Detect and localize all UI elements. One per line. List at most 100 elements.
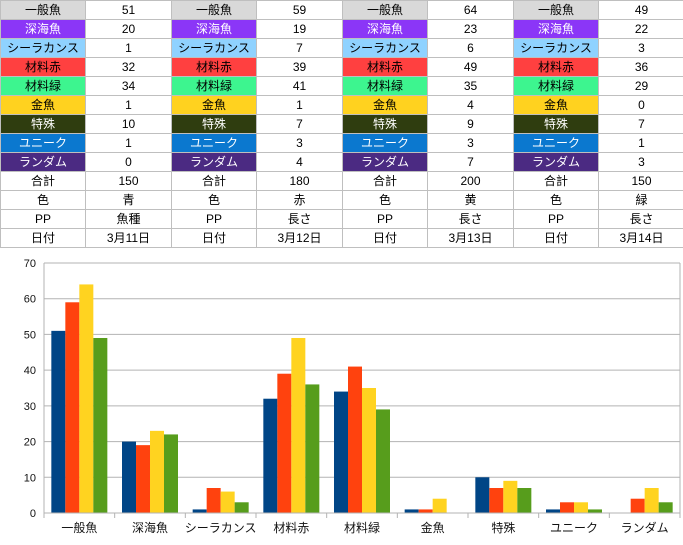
row-label-cell[interactable]: 材料赤 [342,57,428,77]
row-label-cell[interactable]: 一般魚 [342,0,428,20]
value-cell[interactable]: 3月12日 [256,228,343,248]
row-label-cell[interactable]: ランダム [0,152,86,172]
row-label-cell[interactable]: 材料緑 [0,76,86,96]
value-cell[interactable]: 1 [85,133,172,153]
value-cell[interactable]: 1 [85,38,172,58]
row-label-cell[interactable]: 金魚 [171,95,257,115]
value-cell[interactable]: 59 [256,0,343,20]
value-cell[interactable]: 36 [598,57,683,77]
row-label-cell[interactable]: 日付 [513,228,599,248]
row-label-cell[interactable]: 特殊 [513,114,599,134]
row-label-cell[interactable]: 材料赤 [0,57,86,77]
row-label-cell[interactable]: シーラカンス [171,38,257,58]
row-label-cell[interactable]: 色 [513,190,599,210]
value-cell[interactable]: 1 [85,95,172,115]
value-cell[interactable]: 51 [85,0,172,20]
value-cell[interactable]: 長さ [256,209,343,229]
row-label-cell[interactable]: ユニーク [513,133,599,153]
row-label-cell[interactable]: 深海魚 [342,19,428,39]
row-label-cell[interactable]: 深海魚 [0,19,86,39]
row-label-cell[interactable]: PP [342,209,428,229]
row-label-cell[interactable]: ユニーク [342,133,428,153]
value-cell[interactable]: 3 [598,152,683,172]
row-label-cell[interactable]: 材料緑 [513,76,599,96]
value-cell[interactable]: 1 [598,133,683,153]
row-label-cell[interactable]: PP [513,209,599,229]
value-cell[interactable]: 49 [598,0,683,20]
row-label-cell[interactable]: 日付 [0,228,86,248]
value-cell[interactable]: 150 [598,171,683,191]
row-label-cell[interactable]: シーラカンス [513,38,599,58]
row-label-cell[interactable]: 金魚 [513,95,599,115]
row-label-cell[interactable]: 色 [0,190,86,210]
row-label-cell[interactable]: 深海魚 [513,19,599,39]
row-label-cell[interactable]: 合計 [342,171,428,191]
value-cell[interactable]: 22 [598,19,683,39]
value-cell[interactable]: 4 [256,152,343,172]
value-cell[interactable]: 34 [85,76,172,96]
row-label-cell[interactable]: 特殊 [0,114,86,134]
value-cell[interactable]: 7 [598,114,683,134]
row-label-cell[interactable]: 深海魚 [171,19,257,39]
row-label-cell[interactable]: ランダム [513,152,599,172]
value-cell[interactable]: 23 [427,19,514,39]
row-label-cell[interactable]: 色 [342,190,428,210]
value-cell[interactable]: 青 [85,190,172,210]
value-cell[interactable]: 150 [85,171,172,191]
value-cell[interactable]: 3月14日 [598,228,683,248]
row-label-cell[interactable]: ユニーク [0,133,86,153]
row-label-cell[interactable]: シーラカンス [0,38,86,58]
value-cell[interactable]: 200 [427,171,514,191]
row-label-cell[interactable]: 材料緑 [171,76,257,96]
row-label-cell[interactable]: 特殊 [171,114,257,134]
row-label-cell[interactable]: 特殊 [342,114,428,134]
row-label-cell[interactable]: 一般魚 [0,0,86,20]
value-cell[interactable]: 29 [598,76,683,96]
row-label-cell[interactable]: 金魚 [342,95,428,115]
value-cell[interactable]: 赤 [256,190,343,210]
value-cell[interactable]: 4 [427,95,514,115]
row-label-cell[interactable]: 材料赤 [171,57,257,77]
value-cell[interactable]: 7 [256,114,343,134]
value-cell[interactable]: 3 [598,38,683,58]
row-label-cell[interactable]: 色 [171,190,257,210]
value-cell[interactable]: 19 [256,19,343,39]
row-label-cell[interactable]: シーラカンス [342,38,428,58]
value-cell[interactable]: 1 [256,95,343,115]
value-cell[interactable]: 35 [427,76,514,96]
value-cell[interactable]: 緑 [598,190,683,210]
row-label-cell[interactable]: ランダム [342,152,428,172]
value-cell[interactable]: 7 [256,38,343,58]
value-cell[interactable]: 黄 [427,190,514,210]
value-cell[interactable]: 20 [85,19,172,39]
value-cell[interactable]: 39 [256,57,343,77]
row-label-cell[interactable]: 材料緑 [342,76,428,96]
value-cell[interactable]: 0 [598,95,683,115]
value-cell[interactable]: 41 [256,76,343,96]
value-cell[interactable]: 49 [427,57,514,77]
row-label-cell[interactable]: 合計 [171,171,257,191]
row-label-cell[interactable]: 一般魚 [513,0,599,20]
value-cell[interactable]: 9 [427,114,514,134]
row-label-cell[interactable]: ランダム [171,152,257,172]
value-cell[interactable]: 6 [427,38,514,58]
row-label-cell[interactable]: ユニーク [171,133,257,153]
row-label-cell[interactable]: 材料赤 [513,57,599,77]
value-cell[interactable]: 7 [427,152,514,172]
row-label-cell[interactable]: 一般魚 [171,0,257,20]
value-cell[interactable]: 長さ [427,209,514,229]
value-cell[interactable]: 3 [427,133,514,153]
value-cell[interactable]: 長さ [598,209,683,229]
value-cell[interactable]: 32 [85,57,172,77]
row-label-cell[interactable]: 日付 [171,228,257,248]
row-label-cell[interactable]: 合計 [513,171,599,191]
row-label-cell[interactable]: 日付 [342,228,428,248]
value-cell[interactable]: 3月11日 [85,228,172,248]
row-label-cell[interactable]: PP [171,209,257,229]
row-label-cell[interactable]: 合計 [0,171,86,191]
row-label-cell[interactable]: PP [0,209,86,229]
value-cell[interactable]: 0 [85,152,172,172]
value-cell[interactable]: 64 [427,0,514,20]
value-cell[interactable]: 魚種 [85,209,172,229]
value-cell[interactable]: 10 [85,114,172,134]
